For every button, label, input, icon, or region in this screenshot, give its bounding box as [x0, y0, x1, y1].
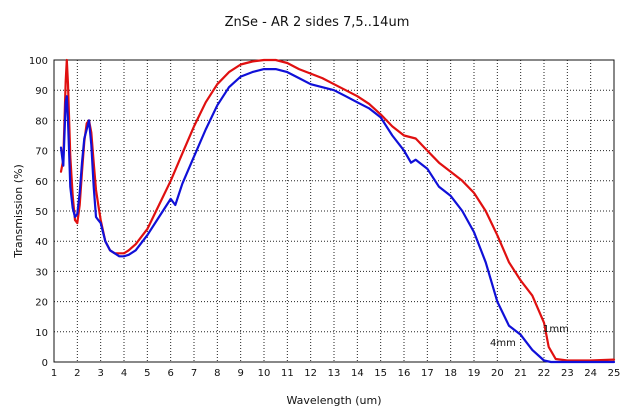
x-tick-label: 6	[167, 368, 173, 379]
y-tick-label: 0	[42, 358, 48, 369]
y-tick-label: 10	[35, 328, 48, 339]
x-tick-label: 22	[538, 368, 551, 379]
x-tick-label: 24	[584, 368, 597, 379]
y-tick-label: 90	[35, 86, 48, 97]
series-label-4mm: 4mm	[490, 338, 516, 349]
y-tick-label: 70	[35, 147, 48, 158]
x-tick-label: 9	[237, 368, 243, 379]
y-tick-label: 20	[35, 298, 48, 309]
y-tick-label: 100	[29, 56, 48, 67]
x-tick-label: 10	[258, 368, 271, 379]
y-tick-label: 80	[35, 116, 48, 127]
x-tick-label: 20	[491, 368, 504, 379]
y-axis-ticks: 0 10 20 30 40 50 60 70 80 90 100	[29, 56, 48, 369]
y-tick-label: 40	[35, 237, 48, 248]
x-tick-label: 2	[74, 368, 80, 379]
x-tick-label: 19	[468, 368, 481, 379]
x-tick-label: 16	[398, 368, 411, 379]
series-line-4mm	[59, 67, 616, 364]
x-tick-label: 8	[214, 368, 220, 379]
x-tick-label: 17	[421, 368, 434, 379]
x-axis-ticks: 1 2 3 4 5 6 7 8 9 10 11 12 13 14 15 16 17 18 19 20 21 22 23 24 2…	[51, 368, 621, 379]
grid	[54, 60, 614, 362]
chart-title: ZnSe - AR 2 sides 7,5..14um	[225, 15, 410, 30]
x-tick-label: 18	[444, 368, 457, 379]
x-tick-label: 25	[608, 368, 621, 379]
x-tick-label: 5	[144, 368, 150, 379]
plot-frame	[53, 59, 615, 363]
series-lines	[59, 58, 616, 364]
x-tick-label: 14	[351, 368, 364, 379]
series-line-1mm	[59, 58, 616, 362]
x-axis-label: Wavelength (um)	[286, 394, 381, 407]
x-tick-label: 4	[121, 368, 127, 379]
x-tick-label: 21	[514, 368, 527, 379]
x-tick-label: 3	[97, 368, 103, 379]
x-tick-label: 15	[374, 368, 387, 379]
series-label-1mm: 1mm	[543, 324, 569, 335]
x-tick-label: 12	[304, 368, 317, 379]
x-tick-label: 1	[51, 368, 57, 379]
y-tick-label: 60	[35, 177, 48, 188]
x-tick-label: 13	[328, 368, 341, 379]
x-tick-label: 23	[561, 368, 574, 379]
y-tick-label: 50	[35, 207, 48, 218]
x-tick-label: 11	[281, 368, 294, 379]
x-tick-label: 7	[191, 368, 197, 379]
y-axis-label: Transmission (%)	[12, 164, 25, 259]
y-tick-label: 30	[35, 267, 48, 278]
